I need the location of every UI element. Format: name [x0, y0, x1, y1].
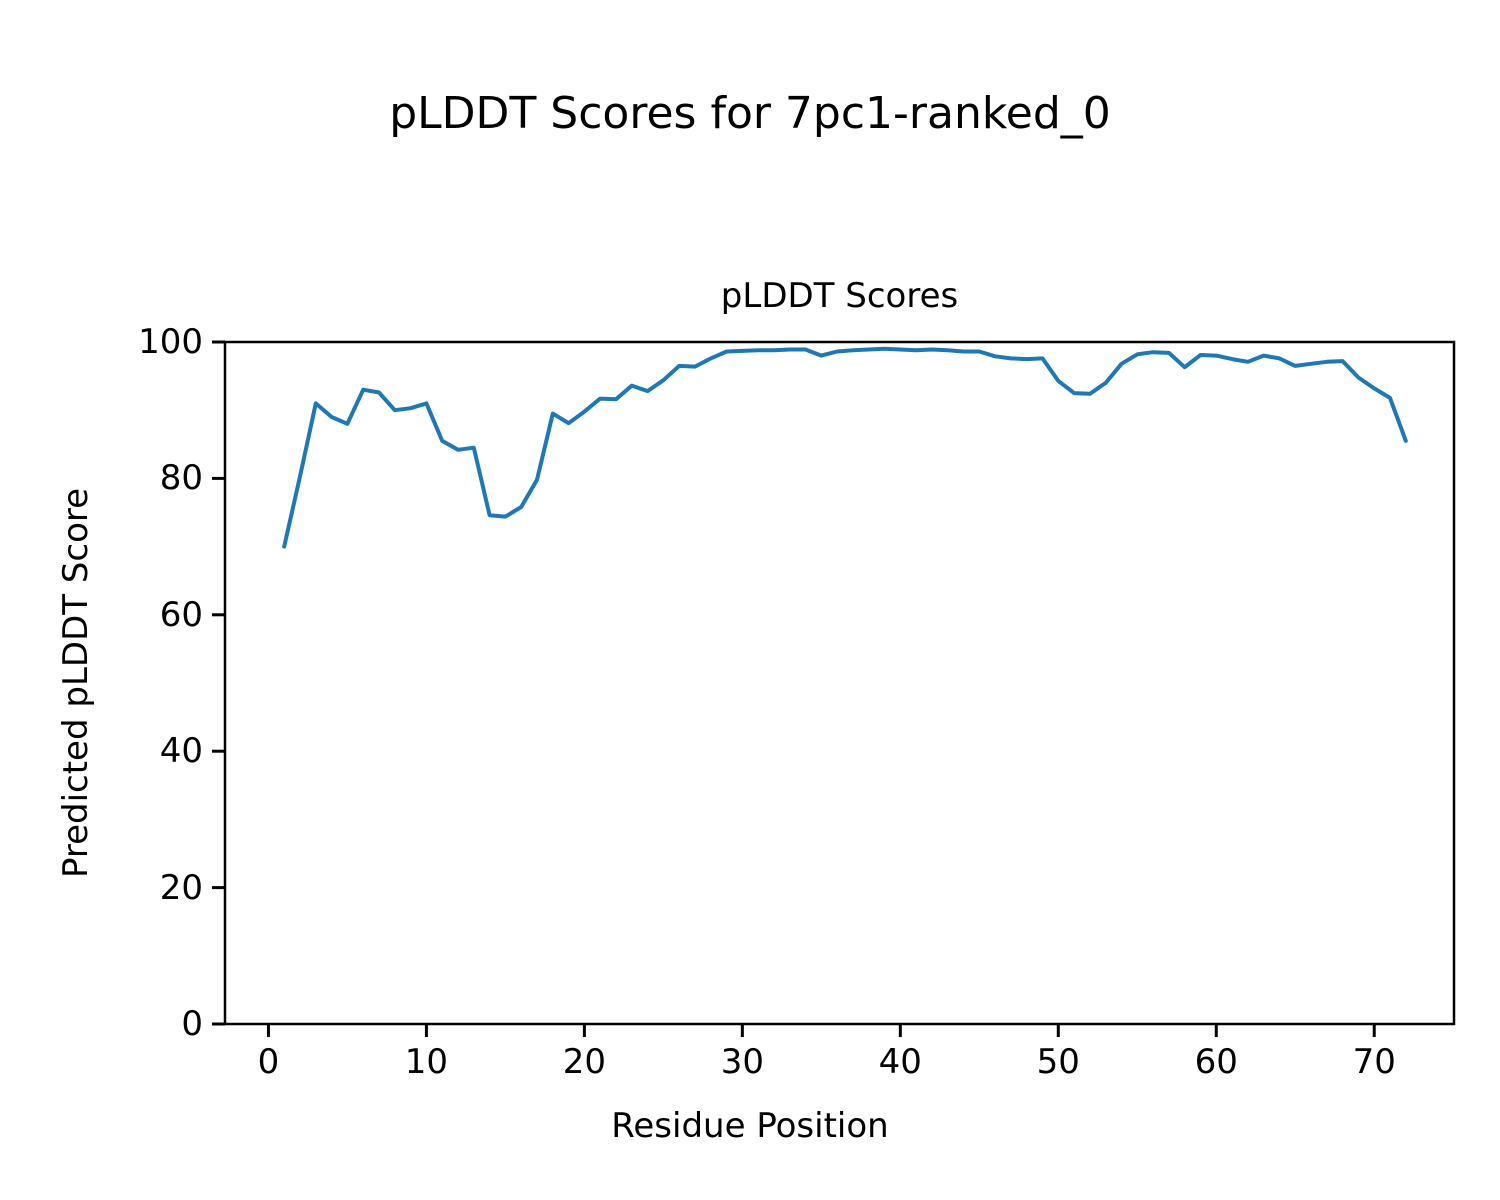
y-tick-label: 100	[138, 322, 203, 362]
x-tick-label: 20	[562, 1042, 606, 1082]
axes-spines	[223, 340, 1456, 1026]
y-tick-label: 80	[159, 458, 203, 499]
y-tick-label: 40	[159, 731, 203, 772]
y-tick-label: 0	[181, 1004, 203, 1044]
x-tick-label: 0	[257, 1042, 280, 1082]
x-tick-label: 60	[1194, 1042, 1238, 1082]
plddt-line	[282, 346, 1408, 549]
y-axis-label: Predicted pLDDT Score	[56, 487, 96, 879]
y-tick-label: 20	[159, 867, 203, 908]
x-axis-label: Residue Position	[611, 1106, 889, 1146]
axis-tick-marks	[212, 340, 1376, 1037]
y-tick-label: 60	[159, 594, 203, 635]
x-tick-label: 30	[720, 1042, 764, 1082]
axes-title: pLDDT Scores	[720, 276, 959, 316]
x-tick-label: 10	[404, 1042, 449, 1082]
x-tick-label: 70	[1352, 1042, 1396, 1082]
x-tick-label: 40	[878, 1042, 922, 1082]
figure-title: pLDDT Scores for 7pc1-ranked_0	[389, 88, 1111, 139]
x-tick-label: 50	[1036, 1042, 1080, 1082]
